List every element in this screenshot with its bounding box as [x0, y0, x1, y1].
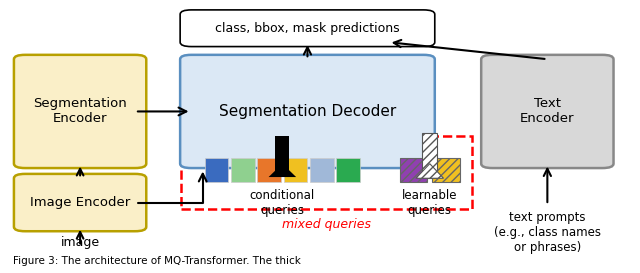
Text: Image Encoder: Image Encoder	[30, 196, 130, 209]
Bar	[432, 158, 460, 182]
Text: mixed queries: mixed queries	[282, 218, 371, 231]
Bar	[422, 133, 437, 178]
Bar	[336, 158, 360, 182]
FancyBboxPatch shape	[180, 55, 435, 168]
Text: Segmentation Decoder: Segmentation Decoder	[219, 104, 396, 119]
Text: Figure 3: The architecture of MQ-Transformer. The thick: Figure 3: The architecture of MQ-Transfo…	[13, 256, 301, 266]
Bar	[231, 158, 255, 182]
Text: Segmentation
Encoder: Segmentation Encoder	[33, 97, 127, 126]
Text: learnable
queries: learnable queries	[402, 189, 458, 217]
Polygon shape	[416, 164, 444, 178]
FancyBboxPatch shape	[481, 55, 614, 168]
Bar	[284, 158, 307, 182]
Bar	[275, 136, 289, 177]
FancyBboxPatch shape	[180, 10, 435, 47]
Bar	[257, 158, 281, 182]
Text: text prompts
(e.g., class names
or phrases): text prompts (e.g., class names or phras…	[494, 211, 601, 254]
Text: class, bbox, mask predictions: class, bbox, mask predictions	[215, 22, 400, 35]
Bar	[180, 136, 472, 209]
Text: Text
Encoder: Text Encoder	[520, 97, 575, 126]
FancyBboxPatch shape	[14, 174, 147, 231]
Bar	[310, 158, 334, 182]
Text: conditional
queries: conditional queries	[250, 189, 315, 217]
Text: image: image	[61, 236, 100, 249]
Bar	[205, 158, 228, 182]
Polygon shape	[269, 164, 296, 177]
Bar	[399, 158, 428, 182]
FancyBboxPatch shape	[14, 55, 147, 168]
